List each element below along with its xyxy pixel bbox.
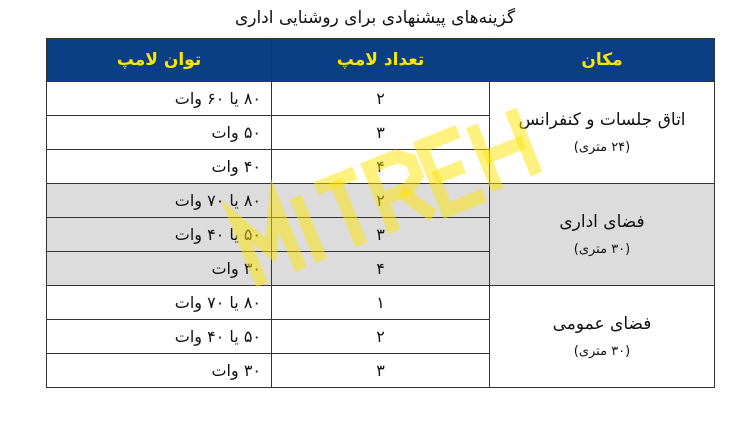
power-cell: ۸۰ یا ۷۰ وات xyxy=(46,285,272,320)
place-area: (۳۰ متری) xyxy=(573,344,631,359)
power-cell: ۵۰ وات xyxy=(46,115,272,150)
count-cell: ۴ xyxy=(271,149,490,184)
count-cell: ۳ xyxy=(271,217,490,252)
table-row: فضای اداری (۳۰ متری) ۲ ۸۰ یا ۷۰ وات xyxy=(46,183,715,286)
header-count: تعداد لامپ xyxy=(271,38,490,82)
power-cell: ۵۰ یا ۴۰ وات xyxy=(46,217,272,252)
count-cell: ۳ xyxy=(271,115,490,150)
place-cell: فضای عمومی (۳۰ متری) xyxy=(489,285,715,388)
power-cell: ۵۰ یا ۴۰ وات xyxy=(46,319,272,354)
lighting-table: مکان تعداد لامپ توان لامپ اتاق جلسات و ک… xyxy=(46,38,715,388)
place-area: (۳۰ متری) xyxy=(573,242,631,257)
count-cell: ۴ xyxy=(271,251,490,286)
power-cell: ۸۰ یا ۷۰ وات xyxy=(46,183,272,218)
count-cell: ۲ xyxy=(271,183,490,218)
power-cell: ۴۰ وات xyxy=(46,149,272,184)
header-place: مکان xyxy=(489,38,715,82)
place-cell: فضای اداری (۳۰ متری) xyxy=(489,183,715,286)
place-cell: اتاق جلسات و کنفرانس (۲۴ متری) xyxy=(489,81,715,184)
power-cell: ۳۰ وات xyxy=(46,251,272,286)
count-cell: ۱ xyxy=(271,285,490,320)
count-cell: ۲ xyxy=(271,81,490,116)
table-title: گزینه‌های پیشنهادی برای روشنایی اداری xyxy=(234,8,516,28)
power-cell: ۸۰ یا ۶۰ وات xyxy=(46,81,272,116)
table-row: فضای عمومی (۳۰ متری) ۱ ۸۰ یا ۷۰ وات xyxy=(46,285,715,388)
place-name: اتاق جلسات و کنفرانس xyxy=(518,110,686,130)
place-name: فضای عمومی xyxy=(552,314,652,334)
power-cell: ۳۰ وات xyxy=(46,353,272,388)
place-area: (۲۴ متری) xyxy=(573,140,631,155)
table-row: ۳ ۳۰ وات xyxy=(46,353,715,388)
table-row: اتاق جلسات و کنفرانس (۲۴ متری) ۲ ۸۰ یا ۶۰ و… xyxy=(46,81,715,184)
count-cell: ۲ xyxy=(271,319,490,354)
header-row: مکان تعداد لامپ توان لامپ xyxy=(46,38,715,82)
header-power: توان لامپ xyxy=(46,38,272,82)
count-cell: ۳ xyxy=(271,353,490,388)
place-name: فضای اداری xyxy=(559,212,645,232)
